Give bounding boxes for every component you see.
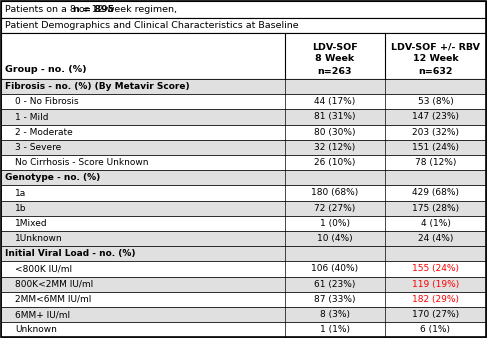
Text: 80 (30%): 80 (30%)	[314, 128, 356, 137]
Bar	[1, 140, 486, 155]
Bar	[1, 33, 486, 79]
Text: n=632: n=632	[418, 66, 453, 76]
Text: 170 (27%): 170 (27%)	[412, 310, 459, 319]
Text: 1 (0%): 1 (0%)	[320, 219, 350, 228]
Text: Initial Viral Load - no. (%): Initial Viral Load - no. (%)	[5, 249, 135, 258]
Text: Patients on a 8 or 12 week regimen,: Patients on a 8 or 12 week regimen,	[5, 5, 180, 14]
Text: 1 - Mild: 1 - Mild	[15, 113, 49, 121]
Text: 3 - Severe: 3 - Severe	[15, 143, 61, 152]
Text: 10 (4%): 10 (4%)	[317, 234, 353, 243]
Text: 106 (40%): 106 (40%)	[312, 264, 358, 274]
Text: Genotype - no. (%): Genotype - no. (%)	[5, 173, 100, 182]
Text: 8 (3%): 8 (3%)	[320, 310, 350, 319]
Text: 24 (4%): 24 (4%)	[418, 234, 453, 243]
Text: 26 (10%): 26 (10%)	[314, 158, 356, 167]
Text: n=263: n=263	[318, 66, 352, 76]
Text: 6MM+ IU/ml: 6MM+ IU/ml	[15, 310, 70, 319]
Bar	[1, 109, 486, 124]
Text: 81 (31%): 81 (31%)	[314, 113, 356, 121]
Text: Unknown: Unknown	[15, 325, 57, 334]
Text: 61 (23%): 61 (23%)	[314, 280, 356, 289]
Text: 1 (1%): 1 (1%)	[320, 325, 350, 334]
Text: 0 - No Fibrosis: 0 - No Fibrosis	[15, 97, 78, 106]
Text: 147 (23%): 147 (23%)	[412, 113, 459, 121]
Text: 800K<2MM IU/ml: 800K<2MM IU/ml	[15, 280, 93, 289]
Bar	[1, 307, 486, 322]
Text: Patient Demographics and Clinical Characteristics at Baseline: Patient Demographics and Clinical Charac…	[5, 21, 299, 30]
Bar	[1, 231, 486, 246]
Text: 87 (33%): 87 (33%)	[314, 295, 356, 304]
Text: Fibrosis - no. (%) (By Metavir Score): Fibrosis - no. (%) (By Metavir Score)	[5, 82, 189, 91]
Bar	[1, 18, 486, 33]
Text: <800K IU/ml: <800K IU/ml	[15, 264, 72, 274]
Bar	[1, 124, 486, 140]
Bar	[1, 155, 486, 170]
Bar	[1, 322, 486, 338]
Text: 1Mixed: 1Mixed	[15, 219, 48, 228]
Text: No Cirrhosis - Score Unknown: No Cirrhosis - Score Unknown	[15, 158, 149, 167]
Text: 32 (12%): 32 (12%)	[315, 143, 356, 152]
Bar	[1, 94, 486, 109]
Text: 429 (68%): 429 (68%)	[412, 188, 459, 197]
Bar	[1, 246, 486, 261]
Text: 1b: 1b	[15, 204, 26, 213]
Text: 1a: 1a	[15, 188, 26, 197]
Text: 6 (1%): 6 (1%)	[420, 325, 450, 334]
Text: 151 (24%): 151 (24%)	[412, 143, 459, 152]
Text: 155 (24%): 155 (24%)	[412, 264, 459, 274]
Text: 203 (32%): 203 (32%)	[412, 128, 459, 137]
Bar	[1, 261, 486, 277]
Bar	[1, 277, 486, 292]
Text: 182 (29%): 182 (29%)	[412, 295, 459, 304]
Bar	[1, 1, 486, 18]
Bar	[1, 216, 486, 231]
Bar	[1, 79, 486, 94]
Text: 44 (17%): 44 (17%)	[315, 97, 356, 106]
Text: 72 (27%): 72 (27%)	[315, 204, 356, 213]
Text: Group - no. (%): Group - no. (%)	[5, 66, 87, 75]
Text: 53 (8%): 53 (8%)	[418, 97, 453, 106]
Text: 78 (12%): 78 (12%)	[415, 158, 456, 167]
Text: LDV-SOF
8 Week: LDV-SOF 8 Week	[312, 43, 358, 63]
Text: 1Unknown: 1Unknown	[15, 234, 63, 243]
Text: n = 895: n = 895	[73, 5, 114, 14]
Bar	[1, 170, 486, 185]
Bar	[1, 201, 486, 216]
Text: LDV-SOF +/- RBV
12 Week: LDV-SOF +/- RBV 12 Week	[391, 43, 480, 63]
Bar	[1, 185, 486, 201]
Text: 2 - Moderate: 2 - Moderate	[15, 128, 73, 137]
Text: 119 (19%): 119 (19%)	[412, 280, 459, 289]
Bar	[1, 292, 486, 307]
Text: 4 (1%): 4 (1%)	[421, 219, 450, 228]
Text: 180 (68%): 180 (68%)	[311, 188, 358, 197]
Text: 175 (28%): 175 (28%)	[412, 204, 459, 213]
Text: 2MM<6MM IU/ml: 2MM<6MM IU/ml	[15, 295, 92, 304]
